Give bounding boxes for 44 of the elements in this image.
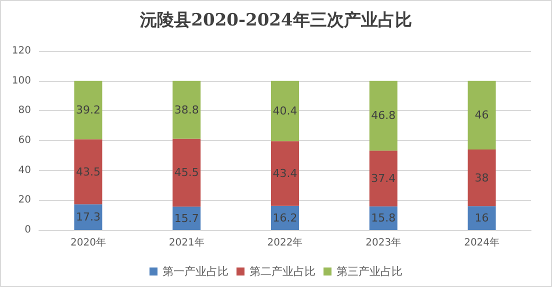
legend-label: 第三产业占比 [336, 265, 402, 278]
y-tick-label: 120 [12, 46, 31, 56]
y-tick-label: 100 [12, 75, 31, 86]
y-tick-label: 40 [18, 164, 31, 176]
data-label: 46 [474, 108, 489, 122]
x-tick-label: 2024年 [464, 236, 500, 248]
x-tick-label: 2023年 [366, 236, 402, 248]
y-tick-label: 80 [18, 105, 31, 116]
bar [172, 138, 201, 207]
data-label: 38 [474, 171, 489, 184]
bar [468, 206, 496, 230]
bar [468, 80, 496, 150]
y-tick-label: 0 [24, 224, 31, 236]
data-label: 17.3 [76, 210, 100, 224]
data-label: 39.2 [76, 104, 100, 117]
data-label: 37.4 [371, 172, 396, 186]
data-label: 45.5 [174, 166, 199, 180]
data-label: 15.7 [174, 212, 199, 225]
data-label: 38.8 [174, 103, 199, 116]
x-tick-label: 2021年 [168, 236, 204, 248]
bar [172, 206, 201, 230]
data-label: 40.4 [272, 104, 298, 118]
data-label: 43.5 [76, 165, 100, 178]
bar [74, 80, 102, 140]
data-label: 43.4 [272, 166, 298, 180]
y-tick-label: 60 [18, 135, 31, 146]
legend-label: 第二产业占比 [250, 265, 316, 278]
x-tick-label: 2022年 [267, 236, 303, 248]
y-tick-label: 20 [18, 194, 31, 206]
bar [74, 139, 102, 204]
bar [369, 150, 398, 206]
bar [468, 149, 496, 206]
data-label: 16 [474, 212, 489, 225]
bar [172, 80, 201, 139]
bar [369, 80, 398, 151]
x-tick-label: 2020年 [70, 236, 106, 248]
data-label: 15.8 [371, 212, 396, 225]
bar [271, 80, 299, 142]
data-label: 16.2 [272, 211, 298, 224]
bar [74, 204, 102, 230]
bar [271, 141, 299, 206]
data-label: 46.8 [371, 109, 396, 122]
legend-label: 第一产业占比 [162, 265, 228, 278]
chart-title: 沅陵县2020-2024年三次产业占比 [139, 10, 412, 30]
